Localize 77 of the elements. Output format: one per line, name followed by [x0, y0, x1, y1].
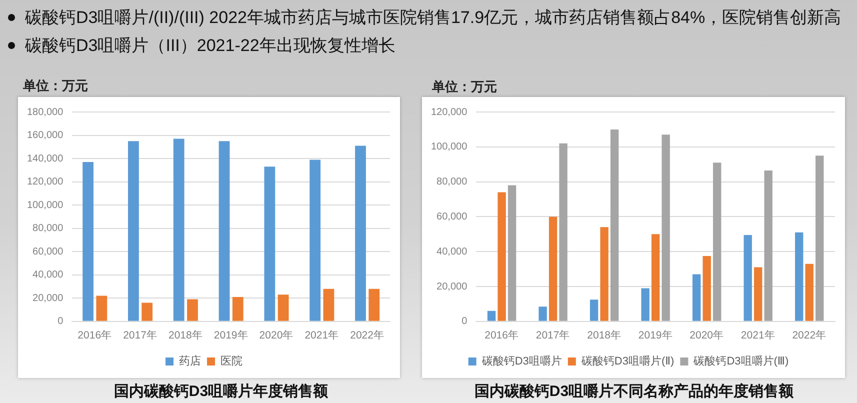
y-tick-label: 180,000: [26, 106, 64, 118]
bar: [278, 294, 289, 321]
bar: [310, 160, 321, 321]
legend-label: 碳酸钙D3咀嚼片: [480, 354, 562, 368]
text: 国内碳酸钙D3咀嚼片不同名称产品的年度销售额: [474, 383, 794, 401]
text: 碳酸钙D3咀嚼片/(II)/(III) 2022年城市药店与城市医院销售17.9亿元，城市药店销售额占84%，医院销售创新高: [25, 6, 842, 28]
y-tick-label: 120,000: [430, 106, 468, 118]
y-tick-label: 20,000: [32, 292, 64, 304]
y-tick-label: 0: [462, 316, 468, 328]
bar: [538, 306, 547, 321]
bar: [590, 300, 598, 321]
x-tick-label: 2018年: [587, 330, 622, 342]
bar: [368, 288, 380, 321]
bar: [712, 162, 722, 321]
y-axis-title: 单位：万元: [432, 79, 497, 95]
bar: [323, 288, 334, 321]
bar: [548, 216, 558, 321]
y-tick-label: 80,000: [32, 223, 64, 234]
bar: [764, 170, 772, 321]
x-tick-label: 2016年: [78, 330, 112, 342]
bar: [559, 143, 568, 321]
bar: [692, 274, 701, 321]
bar: [232, 296, 244, 321]
y-tick-label: 140,000: [26, 153, 64, 164]
x-tick-label: 2022年: [792, 330, 827, 342]
y-tick-label: 80,000: [436, 176, 468, 188]
bar: [264, 166, 276, 321]
x-tick-label: 2017年: [536, 330, 570, 342]
x-tick-label: 2018年: [168, 330, 203, 342]
y-tick-label: 40,000: [32, 270, 64, 281]
y-tick-label: 40,000: [436, 246, 468, 258]
bar: [355, 146, 366, 321]
bar: [498, 192, 506, 321]
bar: [662, 134, 670, 321]
bar: [508, 185, 516, 321]
x-tick-label: 2019年: [638, 330, 673, 342]
bar: [600, 227, 608, 321]
bar: [805, 264, 814, 321]
bar: [187, 299, 198, 321]
bar: [96, 296, 108, 321]
bar: [128, 141, 139, 321]
y-tick-label: 60,000: [436, 211, 468, 222]
x-tick-label: 2022年: [350, 330, 384, 342]
bar: [487, 310, 496, 321]
legend-label: 药店: [179, 354, 201, 368]
bar: [142, 302, 153, 321]
bar: [702, 256, 711, 321]
legend-label: 碳酸钙D3咀嚼片(Ⅲ): [692, 354, 789, 368]
y-tick-label: 100,000: [430, 142, 468, 153]
y-tick-label: 100,000: [26, 200, 64, 211]
text: 碳酸钙D3咀嚼片（III）2021-22年出现恢复性增长: [25, 34, 396, 56]
bar: [651, 234, 660, 321]
y-tick-label: 0: [58, 316, 64, 328]
bar: [610, 129, 619, 321]
x-tick-label: 2019年: [214, 330, 248, 342]
bar: [82, 162, 94, 321]
x-tick-label: 2017年: [123, 330, 158, 342]
x-tick-label: 2016年: [484, 330, 519, 342]
legend-label: 医院: [220, 354, 242, 368]
y-tick-label: 20,000: [436, 281, 468, 292]
x-tick-label: 2020年: [690, 330, 724, 342]
bar: [641, 288, 650, 321]
bar: [754, 267, 762, 321]
bar: [173, 138, 184, 321]
bar: [816, 156, 824, 321]
y-tick-label: 120,000: [26, 176, 64, 188]
text: 国内碳酸钙D3咀嚼片年度销售额: [114, 383, 328, 401]
x-tick-label: 2021年: [304, 330, 340, 342]
bar: [218, 141, 230, 321]
y-tick-label: 60,000: [32, 246, 64, 258]
x-tick-label: 2021年: [740, 330, 776, 342]
bar: [744, 235, 752, 321]
y-tick-label: 160,000: [26, 130, 64, 142]
y-axis-title: 单位：万元: [23, 78, 88, 94]
legend-label: 碳酸钙D3咀嚼片(Ⅱ): [580, 354, 674, 368]
bar: [795, 232, 804, 321]
x-tick-label: 2020年: [259, 330, 294, 342]
